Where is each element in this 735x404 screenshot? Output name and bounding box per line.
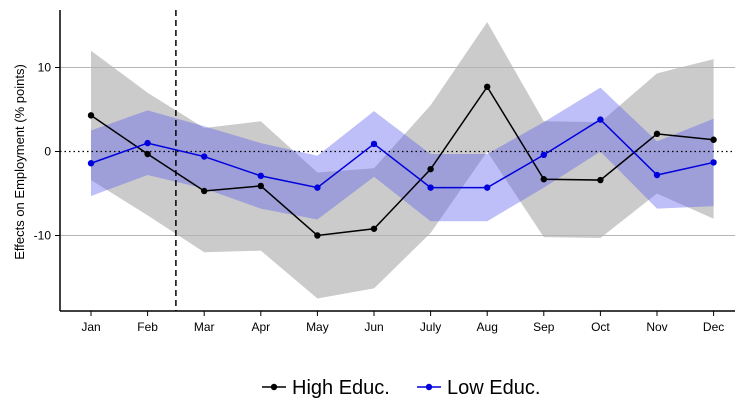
data-point-high-educ-sep: [540, 176, 547, 183]
x-tick-label-jan: Jan: [81, 320, 100, 334]
legend-item-low-educ: Low Educ.: [417, 377, 540, 399]
data-point-low-educ-apr: [257, 172, 264, 180]
data-point-low-educ-aug: [484, 184, 491, 191]
series-points: [87, 83, 717, 239]
data-point-high-educ-aug: [484, 83, 491, 91]
legend-item-high-educ: High Educ.: [262, 377, 390, 399]
data-point-high-educ-apr: [257, 182, 264, 190]
legend: High Educ. Low Educ.: [262, 377, 540, 399]
x-tick-label-nov: Nov: [646, 320, 667, 334]
data-point-high-educ-dec: [710, 136, 717, 143]
data-point-low-educ-nov: [653, 171, 661, 179]
x-tick-label-sep: Sep: [533, 320, 555, 334]
x-tick-label-jun: Jun: [364, 320, 383, 334]
x-tick-label-july: July: [420, 320, 441, 334]
legend-label-high-educ: High Educ.: [292, 377, 390, 399]
data-point-high-educ-july: [427, 165, 434, 173]
data-point-high-educ-feb: [144, 150, 151, 158]
y-axis-ticks: 10 0 -10: [34, 61, 60, 243]
x-tick-label-dec: Dec: [703, 320, 724, 334]
reference-lines: [60, 10, 735, 311]
y-tick-label-0: 0: [44, 145, 51, 159]
data-point-low-educ-mar: [201, 153, 208, 160]
data-point-low-educ-jan: [87, 160, 95, 167]
x-tick-label-apr: Apr: [251, 320, 270, 334]
x-tick-label-oct: Oct: [591, 320, 610, 334]
data-point-high-educ-jun: [370, 225, 378, 232]
data-point-low-educ-dec: [710, 159, 717, 166]
data-point-low-educ-feb: [144, 139, 151, 147]
series-lines: [90, 85, 714, 237]
legend-marker-high-educ: [270, 383, 278, 391]
x-tick-label-aug: Aug: [477, 320, 498, 334]
data-point-low-educ-may: [314, 184, 321, 191]
legend-label-low-educ: Low Educ.: [447, 377, 540, 399]
x-tick-label-may: May: [306, 320, 329, 334]
data-point-low-educ-jun: [370, 140, 378, 148]
data-point-high-educ-nov: [653, 130, 661, 138]
x-tick-label-feb: Feb: [137, 320, 158, 334]
data-point-high-educ-mar: [201, 187, 208, 195]
y-axis-title: Effects on Employment (% points): [12, 64, 27, 260]
legend-marker-low-educ: [425, 383, 433, 391]
data-point-high-educ-may: [314, 232, 321, 239]
y-tick-label-10: -10: [34, 229, 52, 243]
data-point-low-educ-oct: [597, 116, 604, 123]
data-point-high-educ-jan: [87, 112, 95, 119]
data-point-low-educ-july: [427, 184, 434, 191]
series-line-high-educ: [90, 85, 714, 237]
confidence-band-high-educ: [91, 22, 714, 299]
series-line-low-educ: [90, 118, 714, 189]
data-point-high-educ-oct: [597, 176, 604, 184]
data-point-low-educ-sep: [540, 151, 547, 159]
x-axis-ticks: Jan Feb Mar Apr May Jun July Aug Sep Oct Nov Dec: [81, 311, 724, 334]
y-tick-label-10: 10: [38, 61, 52, 75]
x-tick-label-mar: Mar: [194, 320, 215, 334]
